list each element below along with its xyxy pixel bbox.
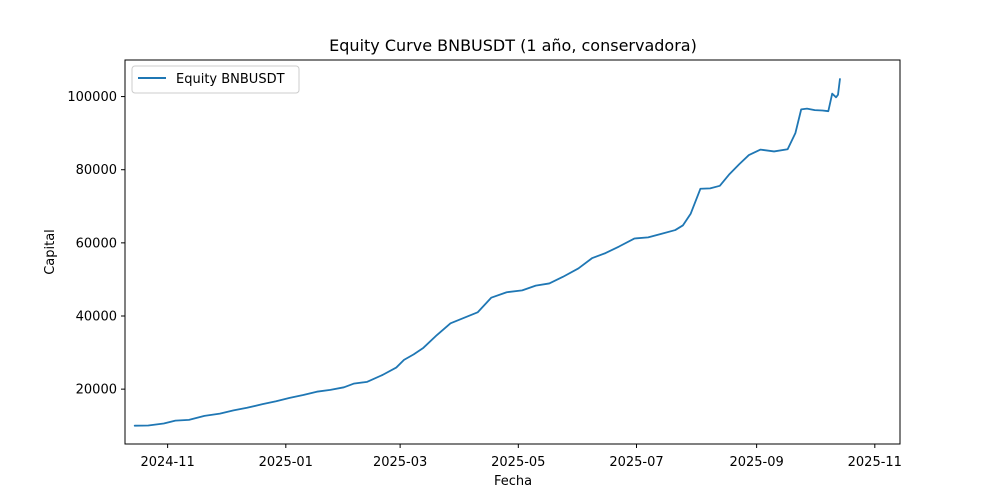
chart-title: Equity Curve BNBUSDT (1 año, conservador… xyxy=(329,36,697,55)
y-tick-label: 20000 xyxy=(76,383,117,398)
y-tick-label: 60000 xyxy=(76,236,117,251)
x-tick-label: 2024-11 xyxy=(140,455,194,470)
y-axis-label: Capital xyxy=(43,229,58,275)
legend: Equity BNBUSDT xyxy=(132,66,299,93)
x-tick-label: 2025-07 xyxy=(609,455,663,470)
x-tick-label: 2025-01 xyxy=(259,455,313,470)
x-tick-label: 2025-11 xyxy=(848,455,902,470)
legend-label-equity: Equity BNBUSDT xyxy=(176,72,285,87)
x-tick-label: 2025-09 xyxy=(729,455,783,470)
x-tick-label: 2025-05 xyxy=(491,455,545,470)
y-tick-label: 80000 xyxy=(76,163,117,178)
x-tick-label: 2025-03 xyxy=(373,455,427,470)
x-axis-label: Fecha xyxy=(494,474,532,489)
y-tick-label: 40000 xyxy=(76,310,117,325)
y-tick-label: 100000 xyxy=(67,90,117,105)
